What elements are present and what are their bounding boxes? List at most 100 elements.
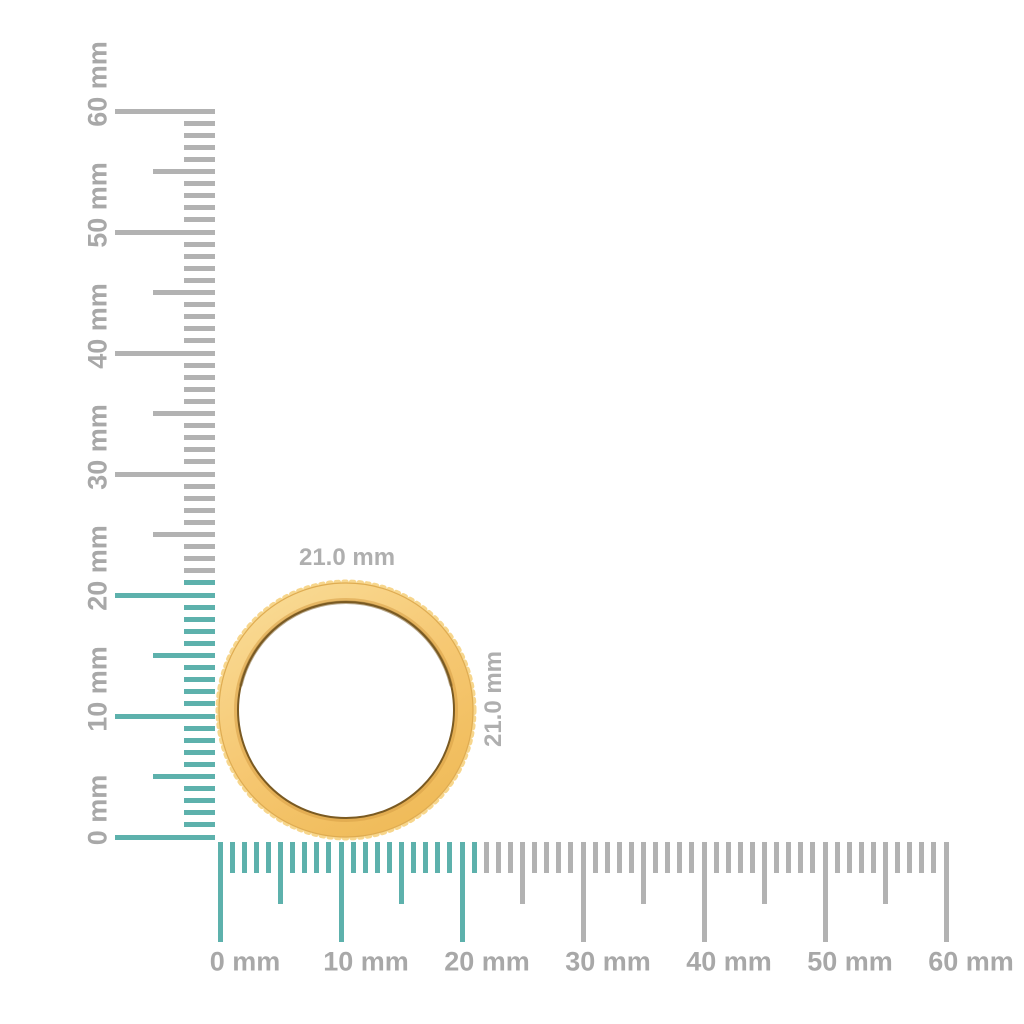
- horizontal-ruler-tick: [544, 842, 550, 873]
- vertical-ruler-label: 10 mm: [82, 646, 113, 732]
- vertical-ruler-tick: [184, 362, 215, 368]
- horizontal-ruler-tick: [774, 842, 780, 873]
- vertical-ruler-tick: [184, 459, 215, 465]
- horizontal-ruler-tick: [399, 842, 404, 904]
- vertical-ruler-tick: [115, 108, 215, 114]
- vertical-ruler-tick: [184, 217, 215, 223]
- horizontal-ruler-tick: [870, 842, 876, 873]
- horizontal-ruler-tick: [604, 842, 610, 873]
- horizontal-ruler-tick: [810, 842, 816, 873]
- vertical-ruler-tick: [184, 447, 215, 453]
- vertical-ruler-tick: [184, 144, 215, 150]
- vertical-ruler-tick: [184, 398, 215, 404]
- vertical-ruler-label: 60 mm: [82, 41, 113, 127]
- horizontal-ruler-label: 20 mm: [444, 946, 530, 977]
- horizontal-ruler-tick: [846, 842, 852, 873]
- horizontal-ruler-tick: [459, 842, 465, 942]
- vertical-ruler-tick: [184, 265, 215, 271]
- vertical-ruler-label: 20 mm: [82, 525, 113, 611]
- horizontal-ruler-tick: [895, 842, 901, 873]
- vertical-ruler-label: 50 mm: [82, 162, 113, 248]
- vertical-ruler-tick: [184, 519, 215, 525]
- horizontal-ruler-tick: [592, 842, 598, 873]
- vertical-ruler-tick: [184, 338, 215, 344]
- horizontal-ruler-label: 30 mm: [565, 946, 651, 977]
- horizontal-ruler-label: 60 mm: [928, 946, 1014, 977]
- horizontal-ruler-tick: [713, 842, 719, 873]
- vertical-ruler-tick: [184, 253, 215, 259]
- horizontal-ruler-tick: [653, 842, 659, 873]
- horizontal-ruler-tick: [665, 842, 671, 873]
- horizontal-ruler-label: 50 mm: [807, 946, 893, 977]
- vertical-ruler-tick: [184, 120, 215, 126]
- vertical-ruler-tick: [153, 532, 215, 537]
- horizontal-ruler-tick: [520, 842, 525, 904]
- horizontal-ruler-tick: [762, 842, 767, 904]
- vertical-ruler-label: 40 mm: [82, 283, 113, 369]
- horizontal-ruler-tick: [749, 842, 755, 873]
- vertical-ruler-tick: [153, 290, 215, 295]
- vertical-ruler-tick: [184, 435, 215, 441]
- vertical-ruler-tick: [184, 495, 215, 501]
- vertical-ruler-tick: [184, 132, 215, 138]
- horizontal-ruler-tick: [834, 842, 840, 873]
- horizontal-ruler-tick: [507, 842, 513, 873]
- horizontal-ruler-tick: [568, 842, 574, 873]
- vertical-ruler-tick: [184, 386, 215, 392]
- vertical-ruler-tick: [184, 302, 215, 308]
- ring-inner-shade: [234, 598, 458, 822]
- vertical-ruler-tick: [184, 193, 215, 199]
- horizontal-ruler-tick: [556, 842, 562, 873]
- horizontal-ruler-tick: [628, 842, 634, 873]
- horizontal-ruler-tick: [786, 842, 792, 873]
- horizontal-ruler-tick: [943, 842, 949, 942]
- vertical-ruler-label: 0 mm: [82, 774, 113, 846]
- horizontal-ruler-label: 0 mm: [209, 946, 281, 977]
- vertical-ruler-tick: [115, 592, 215, 598]
- horizontal-ruler-label: 10 mm: [323, 946, 409, 977]
- vertical-ruler-tick: [184, 314, 215, 320]
- horizontal-ruler-tick: [725, 842, 731, 873]
- vertical-ruler-tick: [115, 229, 215, 235]
- horizontal-ruler-tick: [858, 842, 864, 873]
- vertical-ruler-tick: [115, 713, 215, 719]
- horizontal-ruler-tick: [689, 842, 695, 873]
- vertical-ruler-tick: [184, 277, 215, 283]
- vertical-ruler-tick: [153, 411, 215, 416]
- vertical-ruler-tick: [184, 156, 215, 162]
- vertical-ruler-tick: [184, 374, 215, 380]
- vertical-ruler-tick: [153, 169, 215, 174]
- horizontal-ruler-label: 40 mm: [686, 946, 772, 977]
- vertical-ruler-tick: [184, 483, 215, 489]
- horizontal-ruler-tick: [495, 842, 501, 873]
- horizontal-ruler-tick: [822, 842, 828, 942]
- vertical-ruler-label: 30 mm: [82, 404, 113, 490]
- vertical-ruler-tick: [184, 423, 215, 429]
- horizontal-ruler-tick: [907, 842, 913, 873]
- vertical-ruler-tick: [115, 471, 215, 477]
- horizontal-ruler-tick: [737, 842, 743, 873]
- ring-height-dimension-label: 21.0 mm: [480, 650, 507, 748]
- vertical-ruler-tick: [184, 556, 215, 562]
- ring-width-dimension-label: 21.0 mm: [298, 544, 396, 571]
- vertical-ruler-tick: [115, 834, 215, 840]
- vertical-ruler-tick: [115, 350, 215, 356]
- horizontal-ruler-tick: [641, 842, 646, 904]
- horizontal-ruler-tick: [701, 842, 707, 942]
- vertical-ruler-tick: [184, 507, 215, 513]
- gold-ring-image: [215, 579, 477, 841]
- horizontal-ruler-tick: [798, 842, 804, 873]
- horizontal-ruler-tick: [532, 842, 538, 873]
- vertical-ruler-tick: [184, 326, 215, 332]
- horizontal-ruler-tick: [883, 842, 888, 904]
- horizontal-ruler-tick: [616, 842, 622, 873]
- horizontal-ruler-tick: [278, 842, 283, 904]
- horizontal-ruler-tick: [338, 842, 344, 942]
- vertical-ruler-tick: [184, 241, 215, 247]
- vertical-ruler-tick: [184, 544, 215, 550]
- vertical-ruler-tick: [184, 181, 215, 187]
- horizontal-ruler-tick: [919, 842, 925, 873]
